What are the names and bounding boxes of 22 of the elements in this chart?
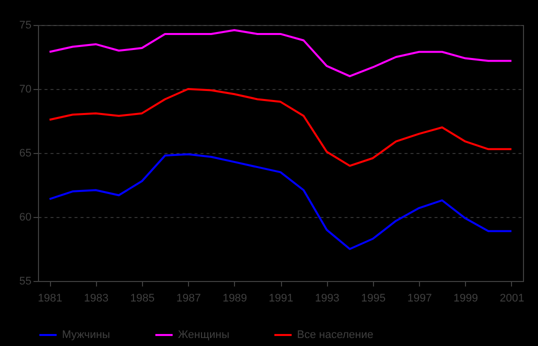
y-tick-label: 55 xyxy=(19,276,32,288)
legend-label: Все население xyxy=(297,329,374,341)
line-series xyxy=(48,29,512,78)
x-tick-label: 1981 xyxy=(38,292,62,304)
y-tick-label: 70 xyxy=(19,84,32,96)
x-tick-label: 1987 xyxy=(176,292,201,304)
x-tick-label: 1983 xyxy=(84,292,108,304)
line-series xyxy=(48,88,512,167)
x-tick-label: 1999 xyxy=(454,292,478,304)
y-tick-label: 75 xyxy=(19,20,32,32)
x-tick-label: 2001 xyxy=(500,292,524,304)
y-tick-label: 65 xyxy=(19,148,32,160)
x-tick-label: 1997 xyxy=(407,292,432,304)
x-tick-label: 1995 xyxy=(361,292,386,304)
x-tick-label: 1989 xyxy=(222,292,248,304)
x-tick-label: 1993 xyxy=(314,292,340,304)
legend-label: Женщины xyxy=(178,329,230,341)
legend-label: Мужчины xyxy=(62,329,110,341)
x-tick-label: 1985 xyxy=(130,292,155,304)
x-tick-label: 1991 xyxy=(268,292,294,304)
y-tick-label: 60 xyxy=(19,212,32,224)
line-series xyxy=(48,153,512,250)
